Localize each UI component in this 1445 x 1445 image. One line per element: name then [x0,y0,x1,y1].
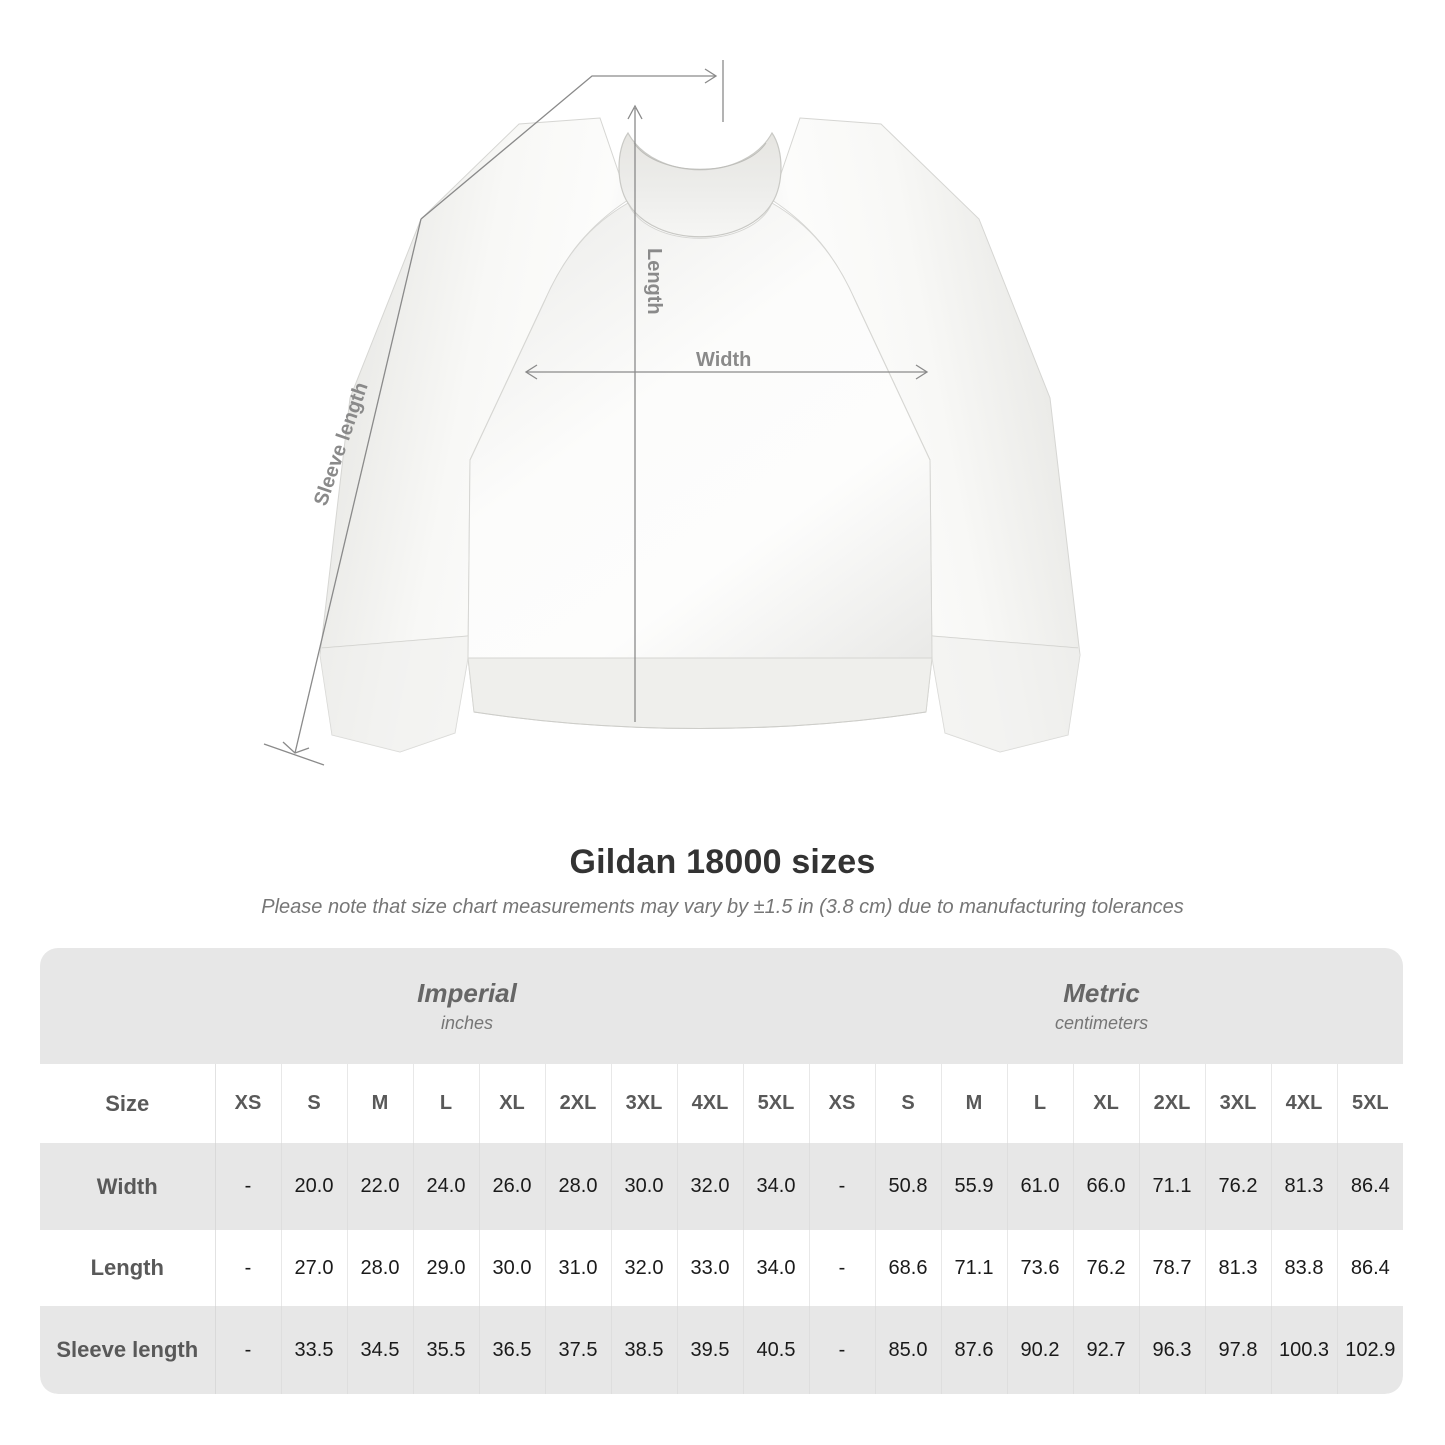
svg-text:Width: Width [696,349,751,371]
svg-text:Length: Length [643,248,665,315]
